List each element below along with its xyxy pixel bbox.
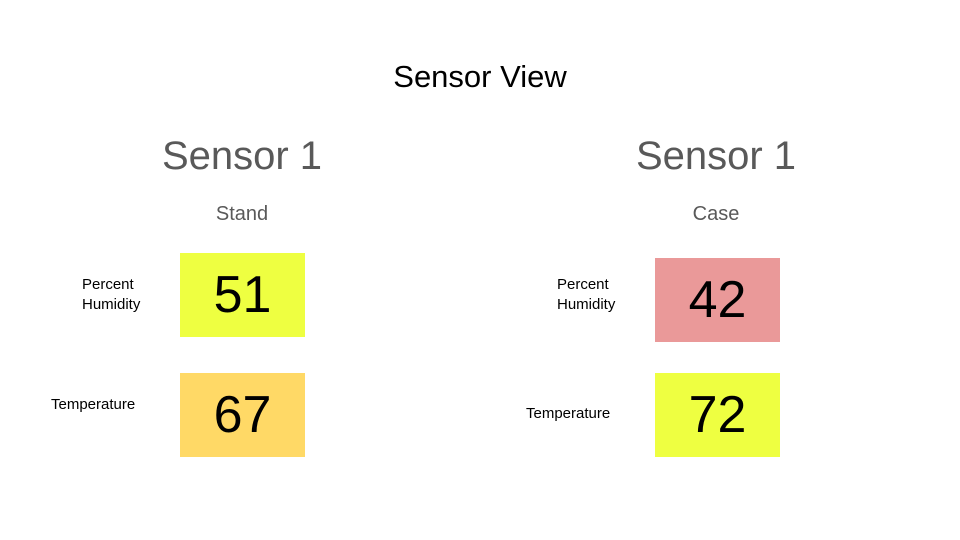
sensor-name-right: Sensor 1	[635, 134, 797, 178]
temperature-label-right: Temperature	[526, 405, 611, 422]
humidity-label-line1: Percent	[82, 276, 134, 293]
humidity-label-right: Percent Humidity	[557, 275, 667, 315]
sensor-location-right: Case	[692, 203, 740, 225]
temperature-value-left: 67	[213, 386, 272, 444]
humidity-value-box-left: 51	[180, 253, 305, 337]
temperature-label-left: Temperature	[51, 396, 136, 413]
temperature-value-box-left: 67	[180, 373, 305, 457]
sensor-location-left: Stand	[215, 203, 269, 225]
temperature-value-right: 72	[688, 386, 747, 444]
humidity-value-box-right: 42	[655, 258, 780, 342]
sensor-name-left: Sensor 1	[161, 134, 323, 178]
page-title: Sensor View	[393, 59, 567, 94]
humidity-label-left: Percent Humidity	[82, 275, 192, 315]
humidity-value-right: 42	[688, 271, 747, 329]
humidity-label-line1: Percent	[557, 276, 609, 293]
humidity-value-left: 51	[213, 266, 272, 324]
humidity-label-line2: Humidity	[82, 296, 141, 313]
temperature-value-box-right: 72	[655, 373, 780, 457]
humidity-label-line2: Humidity	[557, 296, 616, 313]
